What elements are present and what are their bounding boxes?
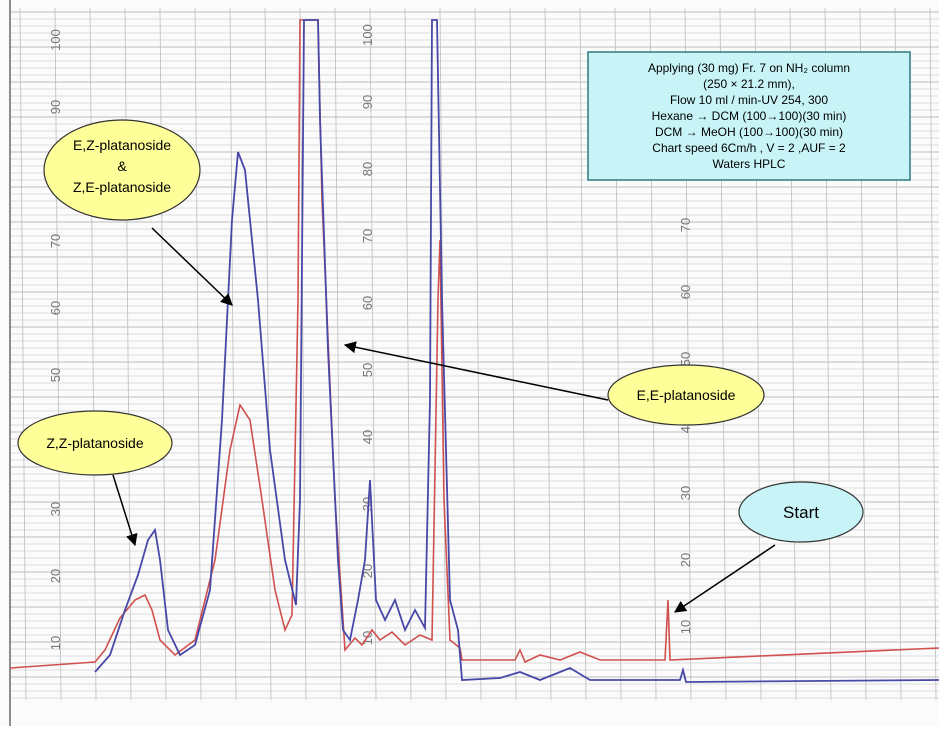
scale-label: 20	[678, 553, 693, 567]
scale-label: 100	[360, 24, 375, 46]
info-line: (250 × 21.2 mm),	[703, 77, 795, 91]
arrow	[112, 474, 138, 547]
scale-label: 60	[678, 285, 693, 299]
callout-ellipse	[17, 410, 173, 476]
callout-label: Z,E-platanoside	[73, 179, 171, 195]
trace-red	[9, 19, 939, 669]
trace-blue	[94, 19, 939, 683]
info-line: Applying (30 mg) Fr. 7 on NH₂ column	[648, 61, 850, 75]
scale-label: 50	[360, 363, 375, 377]
scale-label: 80	[360, 162, 375, 176]
scale-label: 60	[48, 301, 63, 315]
scale-label: 70	[678, 218, 693, 232]
scale-label: 50	[678, 352, 693, 366]
scale-label: 20	[48, 569, 63, 583]
paper-line	[579, 7, 587, 701]
callout-ellipse	[738, 481, 864, 543]
callout-label: Start	[783, 503, 819, 522]
scale-label: 90	[360, 95, 375, 109]
callout-label: E,Z-platanoside	[73, 137, 171, 153]
scale-label: 100	[48, 29, 63, 51]
paper-line	[194, 7, 202, 701]
info-line: Hexane → DCM (100→100)(30 min)	[652, 109, 847, 123]
paper-line	[54, 7, 62, 701]
callout-label: Z,Z-platanoside	[46, 435, 143, 451]
paper-line	[474, 7, 482, 701]
paper-line	[929, 7, 937, 701]
scale-label: 10	[48, 636, 63, 650]
info-line: DCM → MeOH (100→100)(30 min)	[655, 125, 843, 139]
callout-ellipse	[607, 364, 765, 426]
scale-label: 60	[360, 296, 375, 310]
arrow	[674, 544, 776, 613]
paper-line	[229, 7, 237, 701]
info-box	[587, 51, 911, 181]
callout-ellipse	[43, 119, 201, 221]
scale-label: 10	[678, 620, 693, 634]
paper-line	[19, 7, 27, 701]
info-line: Waters HPLC	[713, 157, 786, 171]
scale-label: 40	[360, 430, 375, 444]
paper-line	[544, 7, 552, 701]
scale-label: 30	[678, 486, 693, 500]
paper-line	[264, 7, 272, 701]
info-line: Flow 10 ml / min-UV 254, 300	[670, 93, 828, 107]
scale-label: 50	[48, 368, 63, 382]
scale-label: 70	[360, 229, 375, 243]
arrow	[343, 341, 609, 401]
scale-label: 30	[48, 502, 63, 516]
callout-label: E,E-platanoside	[637, 387, 736, 403]
info-line: Chart speed 6Cm/h , V = 2 ,AUF = 2	[652, 141, 846, 155]
scale-label: 90	[48, 100, 63, 114]
scale-label: 70	[48, 234, 63, 248]
callout-label: &	[117, 158, 127, 174]
paper-line	[159, 7, 167, 701]
info-lines: Applying (30 mg) Fr. 7 on NH₂ column (250…	[648, 61, 850, 171]
paper-line	[404, 7, 412, 701]
arrow	[151, 227, 233, 306]
paper-line	[509, 7, 517, 701]
paper-line	[299, 7, 307, 701]
